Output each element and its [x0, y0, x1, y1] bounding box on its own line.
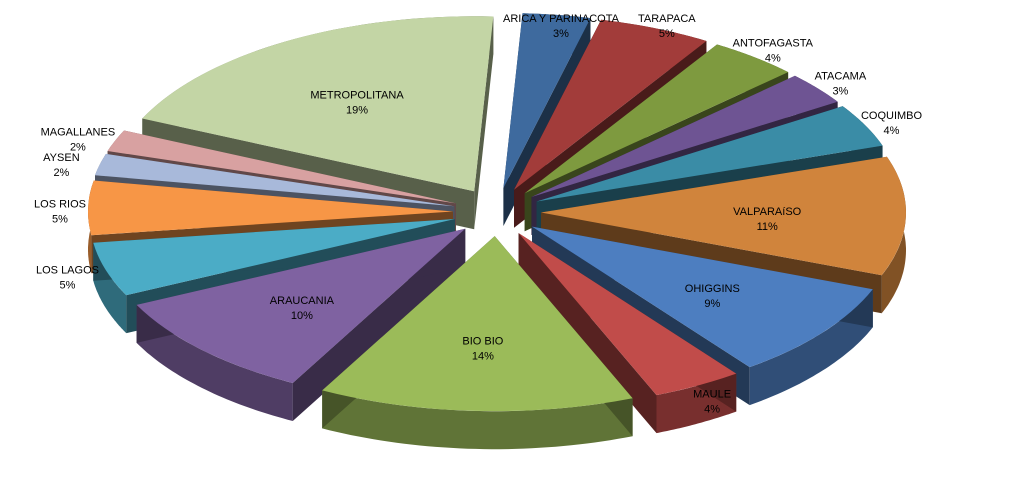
slice-label-atacama: ATACAMA [815, 71, 867, 83]
slice-label-bio-bio: BIO BIO [462, 336, 503, 348]
slice-value-coquimbo: 4% [884, 125, 900, 137]
slice-top [88, 180, 454, 236]
slice-label-ohiggins: OHIGGINS [685, 283, 740, 295]
slice-label-valpara-so: VALPARAíSO [733, 206, 802, 218]
slice-top [107, 130, 456, 204]
slice-side [292, 228, 466, 421]
slice-top [136, 228, 466, 383]
slice-label-coquimbo: COQUIMBO [861, 110, 923, 122]
slice-top [524, 44, 789, 194]
slice-top [540, 156, 906, 276]
slice-bio-bio [322, 236, 633, 450]
slice-value-bio-bio: 14% [472, 351, 494, 363]
slice-value-atacama: 3% [832, 86, 848, 98]
slice-top [142, 16, 494, 192]
slice-top [518, 233, 737, 396]
slice-label-los-lagos: LOS LAGOS [36, 265, 99, 277]
slice-value-aysen: 2% [53, 167, 69, 179]
slice-label-aysen: AYSEN [43, 152, 80, 164]
slice-label-maule: MAULE [693, 389, 731, 401]
slice-side [518, 233, 657, 434]
slice-label-tarapaca: TARAPACA [638, 13, 696, 25]
slice-wall [749, 289, 873, 406]
slice-top [514, 19, 707, 190]
slice-side [474, 16, 494, 230]
slice-value-araucania: 10% [291, 310, 313, 322]
slice-value-metropolitana: 19% [346, 105, 368, 117]
slice-araucania [136, 228, 466, 421]
slice-label-magallanes: MAGALLANES [41, 127, 116, 139]
slice-top [532, 226, 873, 368]
slice-labels: ARICA Y PARINACOTA 3% TARAPACA 5% ANTOFAGAST… [34, 13, 922, 416]
slice-top [93, 218, 455, 296]
slice-top [322, 236, 633, 412]
slice-label-los-rios: LOS RIOS [34, 199, 86, 211]
slice-wall [322, 390, 633, 450]
slice-value-los-rios: 5% [52, 214, 68, 226]
slice-top [536, 106, 883, 202]
slice-wall [136, 304, 293, 421]
slice-value-antofagasta: 4% [765, 52, 781, 64]
slice-label-antofagasta: ANTOFAGASTA [733, 37, 814, 49]
slice-value-ohiggins: 9% [704, 298, 720, 310]
slice-top [531, 75, 838, 197]
slice-value-los-lagos: 5% [60, 280, 76, 292]
slice-label-metropolitana: METROPOLITANA [310, 90, 404, 102]
slice-value-tarapaca: 5% [659, 28, 675, 40]
slice-value-valpara-so: 11% [757, 221, 778, 233]
slice-label-arica-y-parinacota: ARICA Y PARINACOTA [503, 13, 620, 25]
slice-value-magallanes: 2% [70, 142, 86, 154]
slice-value-arica-y-parinacota: 3% [553, 28, 569, 40]
slice-top [503, 13, 591, 189]
slice-label-araucania: ARAUCANIA [270, 295, 335, 307]
slice-top [95, 153, 455, 207]
pie-sides [88, 13, 906, 450]
slice-maule [518, 233, 737, 434]
slice-value-maule: 4% [704, 404, 720, 416]
